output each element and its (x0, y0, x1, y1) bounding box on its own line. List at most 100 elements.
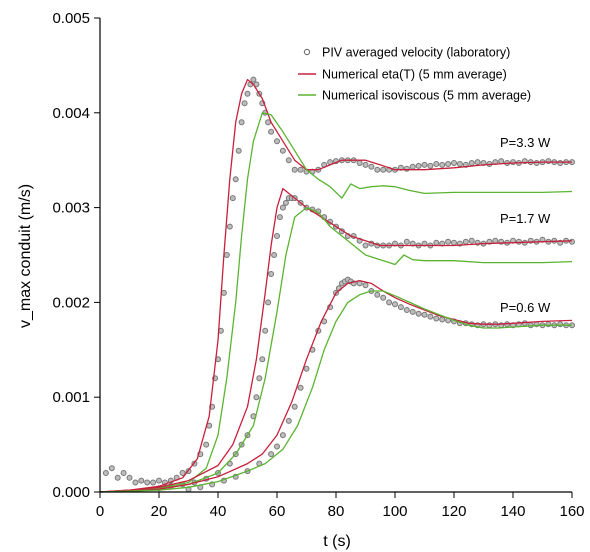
data-point (510, 159, 516, 166)
data-point (232, 176, 239, 183)
data-point (403, 307, 410, 313)
annotations: P=3.3 W P=1.7 W P=0.6 W (500, 135, 551, 315)
y-tick-label: 0.005 (52, 10, 90, 27)
y-tick-label: 0.002 (52, 294, 90, 311)
data-point (144, 479, 151, 486)
data-point (279, 204, 286, 211)
data-point (274, 233, 280, 239)
data-point (362, 242, 369, 249)
y-tick-label: 0.003 (52, 200, 90, 217)
series-line-iso-06W (99, 290, 572, 493)
data-point (265, 299, 272, 306)
data-point (380, 166, 387, 173)
data-point (533, 160, 540, 166)
x-tick-label: 60 (269, 503, 286, 520)
data-point (374, 166, 381, 173)
data-point (433, 315, 440, 322)
data-point (397, 304, 404, 311)
data-point (297, 384, 304, 391)
data-point (557, 160, 564, 166)
data-point (120, 470, 127, 476)
data-point (223, 252, 230, 258)
series-line-eta-33W (99, 78, 572, 493)
data-point (291, 403, 298, 410)
data-point (285, 157, 292, 164)
data-point (498, 158, 505, 165)
legend-label-iso: Numerical isoviscous (5 mm average) (322, 89, 531, 103)
legend-label-piv: PIV averaged velocity (laboratory) (322, 46, 510, 60)
data-point (409, 163, 416, 170)
data-point (244, 90, 251, 97)
data-point (274, 443, 280, 450)
data-point (291, 166, 298, 173)
data-point (515, 238, 522, 245)
series-line-eta-17W (99, 187, 573, 493)
data-point (279, 147, 286, 154)
data-point (468, 237, 475, 244)
x-tick-label: 120 (441, 503, 466, 520)
y-tick-label: 0.004 (52, 105, 90, 122)
x-axis-label: t (s) (323, 533, 351, 550)
data-point (468, 160, 475, 166)
data-point (462, 238, 469, 245)
series-line-iso-33W (99, 112, 573, 493)
data-point (279, 432, 286, 439)
data-point (409, 308, 416, 315)
data-point (241, 100, 248, 107)
data-point (114, 474, 121, 481)
axes-layer: 0 20 40 60 80 100 120 140 160 0.000 0.001 0.002 0.00… (52, 10, 584, 520)
data-point (427, 313, 434, 320)
data-point (439, 316, 446, 323)
data-point (235, 147, 242, 154)
y-tick-label: 0.000 (52, 484, 90, 501)
data-point (203, 441, 210, 448)
data-point (380, 294, 387, 301)
data-point (362, 161, 369, 168)
data-point (415, 162, 422, 169)
series-layer (99, 76, 575, 493)
data-point (356, 160, 363, 166)
data-point (132, 479, 139, 486)
data-point (102, 470, 109, 476)
x-tick-label: 140 (500, 503, 525, 520)
data-point (274, 138, 280, 145)
data-point (403, 238, 410, 245)
x-tick-label: 0 (96, 503, 104, 520)
data-point (433, 239, 440, 246)
x-tick-label: 100 (382, 503, 407, 520)
series-line-iso-17W (99, 206, 573, 493)
y-tick-label: 0.001 (52, 389, 90, 406)
annotation-p-0-6w: P=0.6 W (500, 300, 551, 315)
data-point (486, 322, 493, 329)
data-point (285, 417, 292, 424)
data-point (386, 299, 393, 306)
data-point (268, 271, 275, 277)
data-point (259, 356, 266, 363)
data-point (253, 394, 260, 401)
data-point (545, 158, 552, 165)
y-axis-label: v_max conduit (m/s) (17, 184, 34, 328)
data-point (238, 119, 245, 126)
data-point (403, 165, 410, 172)
data-point (226, 223, 233, 230)
data-point (427, 162, 434, 169)
data-point (276, 214, 283, 221)
data-point (368, 163, 375, 170)
data-point (557, 321, 564, 328)
series-line-eta-06W (99, 279, 573, 493)
data-point (229, 195, 236, 202)
data-point (268, 128, 275, 135)
data-point (362, 282, 369, 289)
data-point (439, 161, 446, 168)
data-point (545, 321, 552, 328)
data-point (179, 470, 186, 476)
annotation-p-1-7w: P=1.7 W (500, 211, 551, 226)
legend-marker-piv (303, 48, 311, 56)
data-point (268, 451, 275, 458)
data-point (421, 161, 428, 168)
data-point (303, 365, 310, 372)
data-point (451, 160, 457, 166)
x-tick-label: 20 (151, 503, 168, 520)
data-point (220, 289, 227, 296)
